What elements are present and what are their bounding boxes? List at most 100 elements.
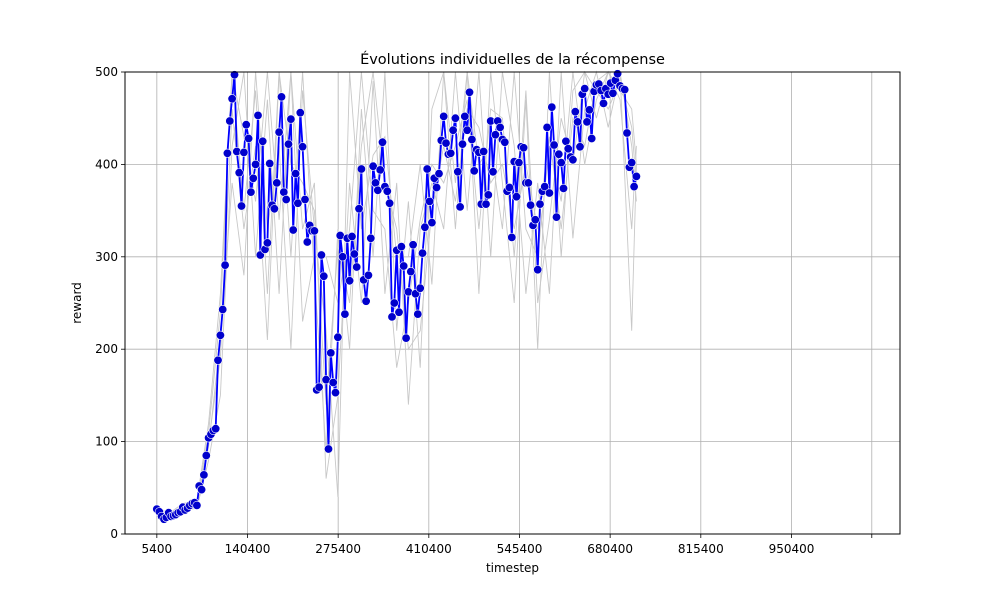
mean-point: [462, 125, 472, 135]
mean-point: [568, 155, 578, 165]
mean-point: [453, 167, 463, 177]
mean-point: [401, 333, 411, 343]
mean-point: [239, 147, 249, 157]
plot-frame: [124, 71, 901, 535]
mean-point: [495, 122, 505, 132]
mean-point: [417, 248, 427, 258]
mean-point: [399, 261, 409, 271]
mean-point: [455, 202, 465, 212]
mean-point: [225, 116, 235, 126]
mean-point: [425, 196, 435, 206]
mean-point: [514, 158, 524, 168]
y-axis-ticks: 0 100 200 300 400 500: [95, 65, 125, 541]
y-tick-label: 400: [95, 157, 118, 171]
mean-point: [551, 212, 561, 222]
mean-point: [283, 139, 293, 149]
mean-point: [345, 276, 355, 286]
mean-point: [269, 204, 279, 214]
mean-point: [316, 250, 326, 260]
mean-point: [479, 147, 489, 157]
mean-point: [481, 199, 491, 209]
mean-point: [328, 377, 338, 387]
mean-point: [293, 198, 303, 208]
mean-point: [446, 148, 456, 158]
mean-point: [377, 137, 387, 147]
mean-point: [340, 309, 350, 319]
mean-point: [563, 144, 573, 154]
mean-point: [323, 444, 333, 454]
x-tick-label: 545400: [497, 542, 543, 556]
mean-point: [382, 186, 392, 196]
mean-point: [580, 84, 590, 94]
mean-point: [544, 188, 554, 198]
mean-point: [385, 198, 395, 208]
mean-point: [523, 178, 533, 188]
mean-point: [326, 348, 336, 358]
x-axis-ticks: 5400 140400 275400 410400 545400 680400 815400…: [142, 534, 873, 556]
mean-point: [253, 110, 263, 120]
mean-point: [420, 222, 430, 232]
mean-point: [220, 260, 230, 270]
mean-point: [201, 450, 211, 460]
mean-point: [314, 382, 324, 392]
mean-point: [549, 140, 559, 150]
mean-point: [300, 195, 310, 205]
mean-point: [561, 136, 571, 146]
mean-point: [354, 204, 364, 214]
mean-point: [631, 171, 641, 181]
mean-point: [406, 267, 416, 277]
y-tick-label: 500: [95, 65, 118, 79]
x-tick-label: 410400: [406, 542, 452, 556]
y-tick-label: 300: [95, 250, 118, 264]
mean-point: [199, 470, 209, 480]
mean-point: [467, 135, 477, 145]
mean-point: [573, 117, 583, 127]
mean-point: [213, 355, 223, 365]
x-tick-label: 5400: [142, 542, 173, 556]
mean-point: [370, 178, 380, 188]
mean-point: [237, 201, 247, 211]
mean-point: [298, 142, 308, 152]
mean-point: [361, 296, 371, 306]
x-tick-label: 680400: [587, 542, 633, 556]
y-tick-label: 0: [110, 527, 118, 541]
mean-point: [500, 137, 510, 147]
mean-point: [504, 183, 514, 193]
mean-point: [230, 70, 240, 80]
mean-point: [434, 169, 444, 179]
mean-point: [622, 128, 632, 138]
mean-point: [613, 69, 623, 79]
chart-title: Évolutions individuelles de la récompens…: [360, 51, 665, 68]
mean-point: [394, 307, 404, 317]
mean-point: [556, 158, 566, 168]
mean-point: [211, 424, 221, 434]
y-tick-label: 100: [95, 435, 118, 449]
mean-point: [460, 111, 470, 121]
mean-point: [347, 232, 357, 242]
x-tick-label: 275400: [315, 542, 361, 556]
y-axis-label: reward: [70, 282, 84, 324]
mean-point: [338, 252, 348, 262]
mean-point: [396, 242, 406, 252]
mean-point: [413, 309, 423, 319]
mean-point: [295, 108, 305, 118]
mean-point: [575, 142, 585, 152]
mean-point: [234, 168, 244, 178]
mean-point: [483, 190, 493, 200]
mean-point: [422, 164, 432, 174]
mean-point: [387, 312, 397, 322]
mean-point: [584, 105, 594, 115]
mean-point: [457, 139, 467, 149]
mean-point: [192, 500, 202, 510]
mean-point: [215, 330, 225, 340]
mean-point: [587, 134, 597, 144]
mean-point: [408, 240, 418, 250]
x-axis-label: timestep: [486, 561, 539, 575]
mean-point: [598, 98, 608, 108]
mean-point: [373, 185, 383, 195]
mean-point: [511, 192, 521, 202]
mean-point: [389, 298, 399, 308]
mean-point: [415, 283, 425, 293]
